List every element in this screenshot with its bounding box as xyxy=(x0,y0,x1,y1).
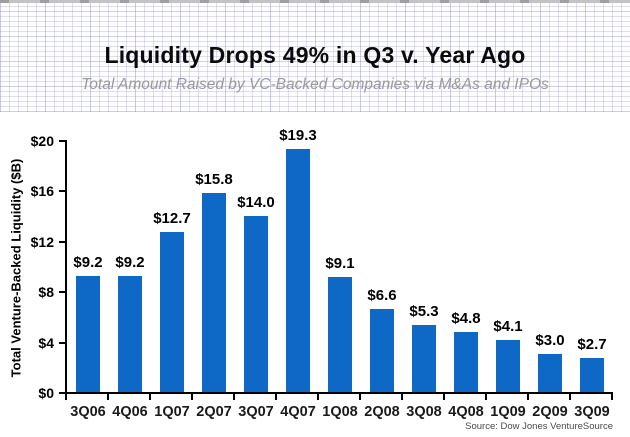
bar-value-label: $4.8 xyxy=(451,309,481,327)
y-tick-label: $12 xyxy=(30,233,54,250)
bar-value-label: $3.0 xyxy=(535,332,565,350)
x-tick-mark xyxy=(107,394,109,400)
y-tick-mark xyxy=(59,190,65,193)
bar-3q09 xyxy=(580,357,604,392)
bar-4q07 xyxy=(286,148,310,392)
top-ruler-strip xyxy=(0,0,630,3)
x-axis-label-1q09: 1Q09 xyxy=(490,404,526,420)
bar-value-label: $12.7 xyxy=(153,209,191,227)
x-tick-mark xyxy=(611,394,613,400)
x-axis-label-2q07: 2Q07 xyxy=(196,404,232,420)
x-tick-mark xyxy=(527,394,529,400)
x-axis-line xyxy=(65,392,613,394)
bar-value-label: $4.1 xyxy=(493,318,523,336)
bar-2q07 xyxy=(202,192,226,392)
bar-2q09 xyxy=(538,354,562,392)
y-tick-mark xyxy=(59,291,65,294)
x-tick-mark xyxy=(401,394,403,400)
y-axis-line xyxy=(65,140,67,394)
y-tick-label: $0 xyxy=(38,385,54,401)
x-axis-label-3q07: 3Q07 xyxy=(238,404,274,420)
x-axis-label-1q07: 1Q07 xyxy=(154,404,190,420)
x-tick-mark xyxy=(65,394,67,400)
chart-title: Liquidity Drops 49% in Q3 v. Year Ago xyxy=(104,42,526,68)
bar-value-label: $15.8 xyxy=(195,170,233,188)
y-tick-mark xyxy=(59,240,65,243)
bar-2q08 xyxy=(370,308,394,392)
bar-value-label: $14.0 xyxy=(237,193,275,211)
x-axis-label-2q08: 2Q08 xyxy=(364,404,400,420)
bar-value-label: $9.1 xyxy=(325,255,355,273)
x-tick-mark xyxy=(443,394,445,400)
x-tick-mark xyxy=(191,394,193,400)
bar-3q08 xyxy=(412,325,436,392)
x-axis-label-4q08: 4Q08 xyxy=(448,404,484,420)
bar-4q08 xyxy=(454,331,478,392)
x-tick-mark xyxy=(275,394,277,400)
bar-4q06 xyxy=(118,276,142,392)
bar-chart: Total Venture-Backed Liquidity ($B) $0 $4… xyxy=(0,112,630,437)
bar-value-label: $2.7 xyxy=(577,335,607,353)
x-axis-label-3q06: 3Q06 xyxy=(70,404,106,420)
bar-value-label: $9.2 xyxy=(115,254,145,272)
x-tick-mark xyxy=(149,394,151,400)
y-tick-label: $20 xyxy=(30,133,54,149)
graph-paper-background: Liquidity Drops 49% in Q3 v. Year Ago To… xyxy=(0,0,630,112)
y-tick-label: $8 xyxy=(38,284,54,301)
chart-subtitle: Total Amount Raised by VC-Backed Compani… xyxy=(81,76,549,93)
x-axis-label-1q08: 1Q08 xyxy=(322,404,358,420)
x-tick-mark xyxy=(359,394,361,400)
y-tick-mark xyxy=(59,392,65,394)
y-tick-mark xyxy=(59,341,65,344)
x-axis-label-4q07: 4Q07 xyxy=(280,404,316,420)
bar-3q06 xyxy=(76,276,100,392)
bar-value-label: $19.3 xyxy=(279,126,317,144)
y-tick-label: $4 xyxy=(38,334,54,351)
bar-1q08 xyxy=(328,277,352,392)
y-tick-mark xyxy=(59,140,65,142)
bar-3q07 xyxy=(244,215,268,392)
bar-1q07 xyxy=(160,231,184,392)
y-tick-label: $16 xyxy=(30,183,54,200)
x-axis-label-3q09: 3Q09 xyxy=(574,404,610,420)
x-tick-mark xyxy=(485,394,487,400)
x-axis-label-3q08: 3Q08 xyxy=(406,404,442,420)
source-credit: Source: Dow Jones VentureSource xyxy=(465,421,613,432)
bar-value-label: $5.3 xyxy=(409,303,439,321)
x-tick-mark xyxy=(317,394,319,400)
bar-value-label: $6.6 xyxy=(367,286,397,304)
x-axis-label-4q06: 4Q06 xyxy=(112,404,148,420)
x-tick-mark xyxy=(233,394,235,400)
bar-value-label: $9.2 xyxy=(73,254,103,272)
bar-1q09 xyxy=(496,340,520,392)
x-tick-mark xyxy=(569,394,571,400)
x-axis-label-2q09: 2Q09 xyxy=(532,404,568,420)
